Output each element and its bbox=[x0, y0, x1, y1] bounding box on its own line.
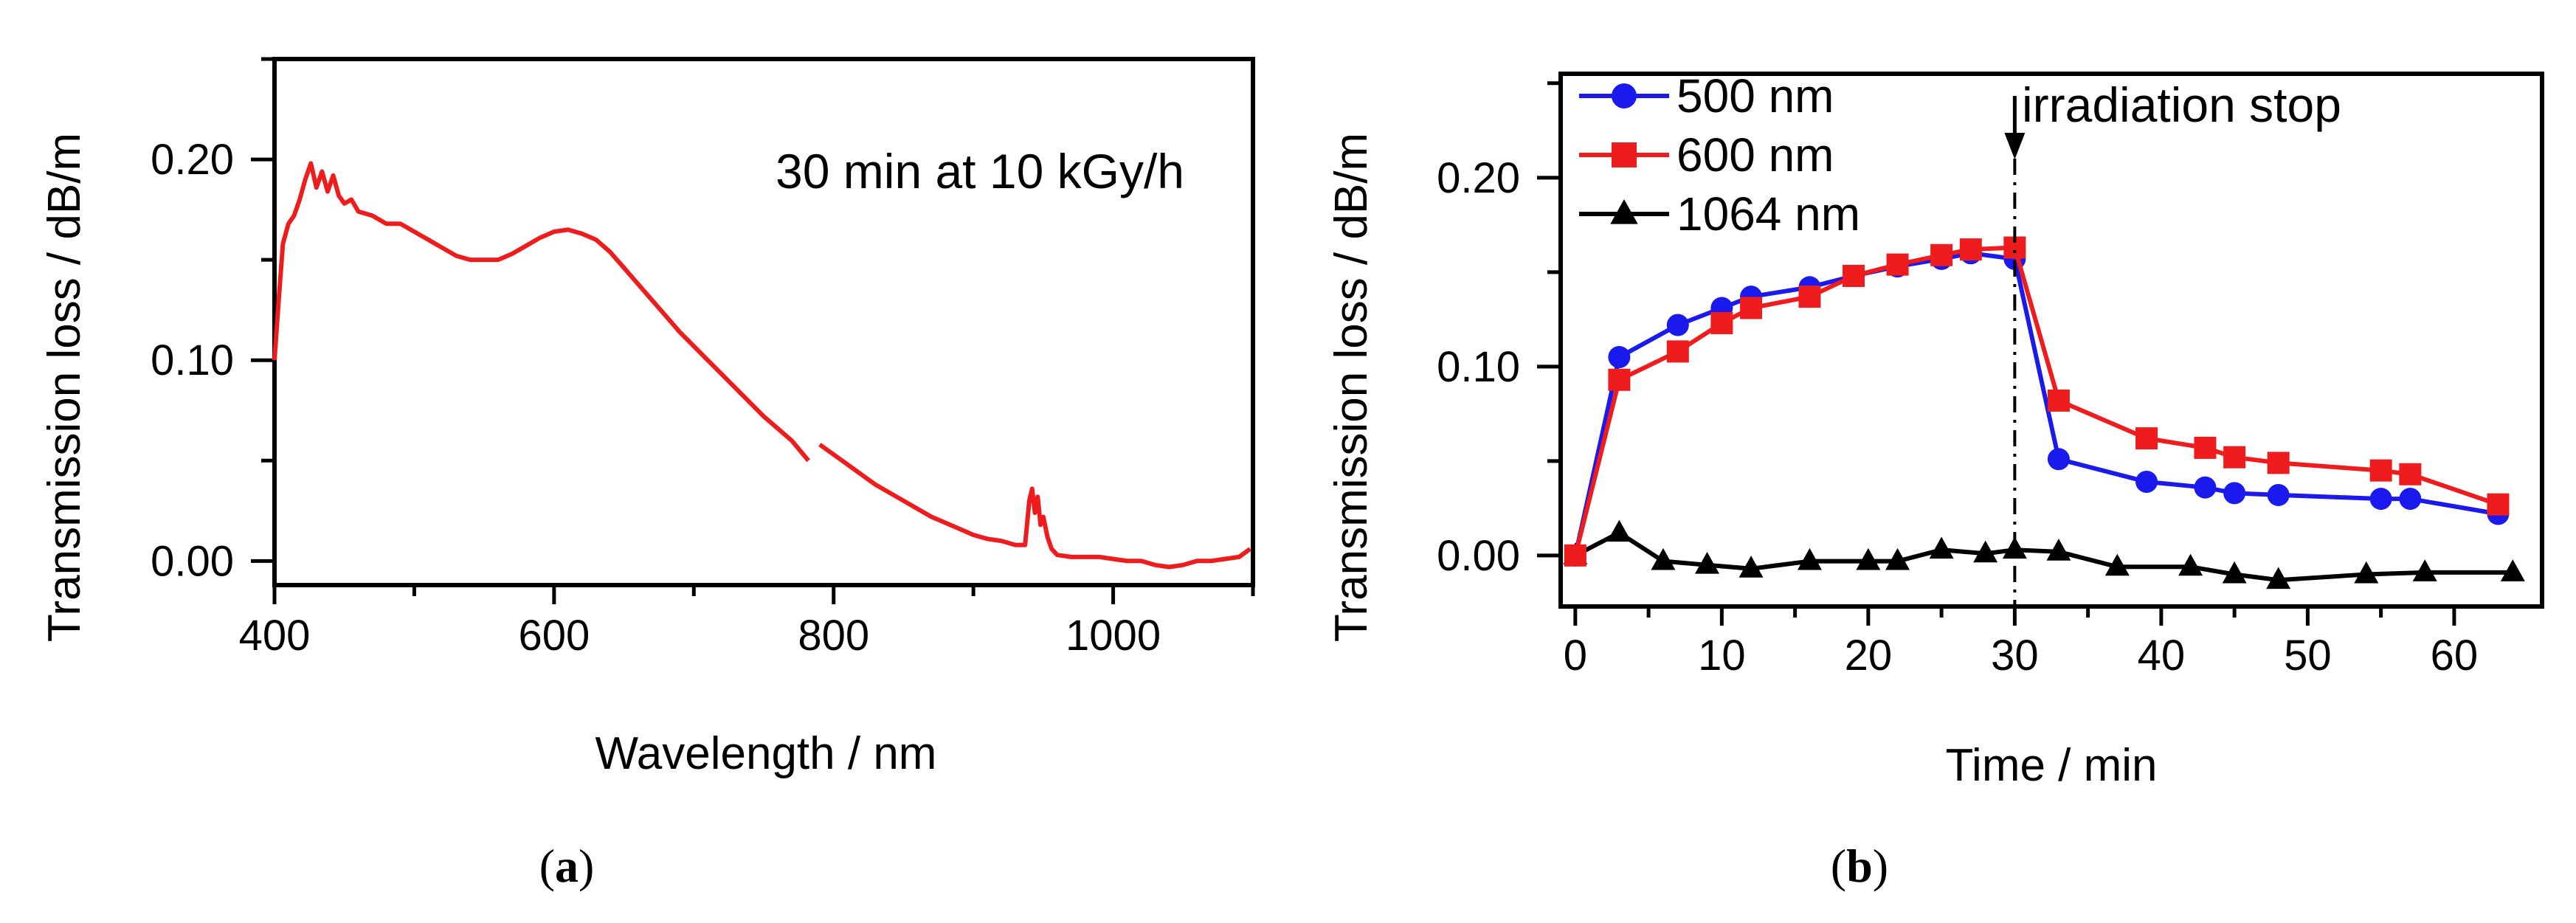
data-point bbox=[1666, 314, 1689, 336]
data-point bbox=[2047, 389, 2070, 412]
data-point bbox=[1843, 264, 1865, 287]
y-tick-label: 0.00 bbox=[151, 537, 234, 585]
data-point bbox=[1666, 340, 1689, 363]
x-tick-label: 600 bbox=[518, 612, 590, 660]
data-point bbox=[1612, 83, 1637, 108]
data-point bbox=[2487, 493, 2510, 516]
y-axis-title-b: Transmission loss / dB/m bbox=[1326, 133, 1377, 642]
data-point bbox=[1651, 547, 1676, 570]
data-point bbox=[1738, 556, 1764, 578]
data-point bbox=[1885, 547, 1910, 570]
x-axis-title-b: Time / min bbox=[1945, 740, 2157, 791]
data-point bbox=[1695, 552, 1720, 574]
data-point bbox=[2222, 561, 2247, 584]
data-point bbox=[1959, 238, 1982, 261]
y-axis-title-a: Transmission loss / dB/m bbox=[39, 133, 90, 642]
y-tick-label: 0.00 bbox=[1437, 532, 1520, 580]
x-tick-label: 10 bbox=[1698, 632, 1746, 680]
data-point bbox=[1606, 519, 1631, 542]
data-point bbox=[2194, 436, 2217, 459]
data-point bbox=[1710, 311, 1733, 334]
data-point bbox=[2369, 488, 2392, 511]
data-point bbox=[1797, 547, 1822, 570]
data-point bbox=[2412, 559, 2437, 581]
legend-label: 1064 nm bbox=[1677, 187, 1860, 241]
x-tick-label: 1000 bbox=[1066, 612, 1161, 660]
data-point bbox=[1930, 243, 1953, 266]
spectrum-line bbox=[818, 443, 1251, 570]
x-tick-label: 800 bbox=[798, 612, 869, 660]
plot-frame-b bbox=[1558, 72, 2544, 609]
irradiation-stop-arrow bbox=[2004, 96, 2026, 159]
data-point bbox=[1564, 544, 1586, 567]
data-point bbox=[1886, 253, 1909, 276]
x-tick-label: 30 bbox=[1991, 632, 2039, 680]
data-point bbox=[1798, 286, 1821, 308]
x-tick-label: 60 bbox=[2431, 632, 2479, 680]
data-point bbox=[1856, 547, 1881, 570]
x-tick-label: 0 bbox=[1564, 632, 1587, 680]
y-tick-label: 0.10 bbox=[1437, 343, 1520, 391]
data-point bbox=[2135, 471, 2158, 494]
annotation-a: 30 min at 10 kGy/h bbox=[776, 144, 1184, 198]
data-point bbox=[2500, 559, 2525, 581]
chart-panel-a: 400 600 800 1000 0.00 0.10 0.20 30 min at 10 k… bbox=[39, 57, 1255, 892]
y-tick-label: 0.20 bbox=[151, 136, 234, 184]
data-point bbox=[2047, 448, 2070, 471]
x-axis-title-a: Wavelength / nm bbox=[595, 728, 937, 779]
panel-label-a: (a) bbox=[539, 840, 595, 892]
data-point bbox=[2178, 553, 2203, 576]
irradiation-stop-label: irradiation stop bbox=[2022, 77, 2341, 132]
x-tick-label: 20 bbox=[1845, 632, 1893, 680]
data-point bbox=[2267, 483, 2290, 506]
data-point bbox=[2399, 463, 2422, 485]
data-point bbox=[2354, 561, 2379, 584]
y-tick-label: 0.20 bbox=[1437, 154, 1520, 202]
y-tick-label: 0.10 bbox=[151, 336, 234, 384]
data-point bbox=[2104, 553, 2130, 576]
data-point bbox=[2267, 452, 2290, 474]
legend-label: 500 nm bbox=[1677, 69, 1834, 122]
x-tick-label: 40 bbox=[2138, 632, 2186, 680]
data-point bbox=[1608, 368, 1631, 391]
legend-label: 600 nm bbox=[1677, 128, 1834, 182]
spectrum-line bbox=[272, 161, 810, 463]
series-line bbox=[1572, 245, 2499, 556]
data-point bbox=[1612, 142, 1637, 167]
x-tick-label: 400 bbox=[239, 612, 311, 660]
data-point bbox=[2266, 567, 2291, 590]
data-point bbox=[1929, 536, 1954, 559]
data-point bbox=[1610, 198, 1638, 224]
arrow-head bbox=[2004, 133, 2026, 159]
data-point bbox=[2046, 539, 2071, 561]
data-point bbox=[2194, 476, 2217, 499]
data-point bbox=[1740, 297, 1763, 319]
data-point bbox=[2399, 488, 2422, 511]
data-point bbox=[1608, 346, 1631, 369]
data-point bbox=[1973, 540, 1998, 563]
x-tick-label: 50 bbox=[2284, 632, 2332, 680]
data-point bbox=[2369, 459, 2392, 482]
plot-frame-a bbox=[272, 57, 1255, 587]
panel-label-b: (b) bbox=[1831, 840, 1888, 892]
data-point bbox=[2223, 446, 2246, 469]
data-point bbox=[2223, 482, 2246, 505]
data-point bbox=[2135, 427, 2158, 450]
series-line bbox=[1572, 251, 2499, 556]
chart-panel-b: 0 10 20 30 40 50 60 0.00 0.10 0.20 irradiation st… bbox=[1326, 69, 2544, 892]
